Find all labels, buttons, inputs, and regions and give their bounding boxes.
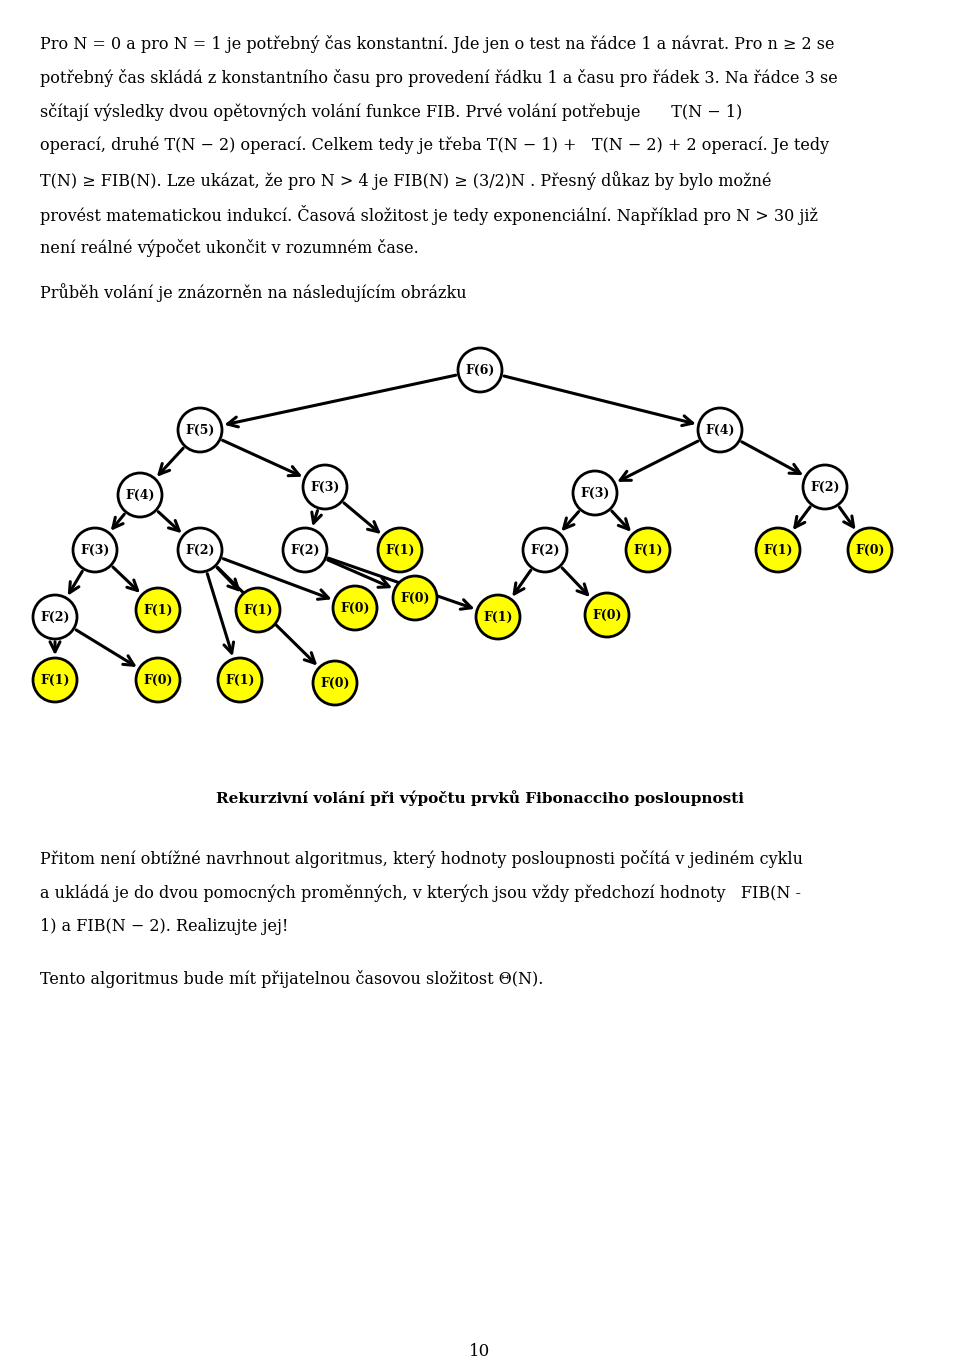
Circle shape <box>33 595 77 639</box>
Circle shape <box>393 576 437 620</box>
Text: Tento algoritmus bude mít přijatelnou časovou složitost Θ(N).: Tento algoritmus bude mít přijatelnou ča… <box>40 971 543 988</box>
Text: F(2): F(2) <box>530 543 560 557</box>
Text: F(1): F(1) <box>763 543 793 557</box>
Circle shape <box>303 465 347 509</box>
Text: operací, druhé T(N − 2) operací. Celkem tedy je třeba T(N − 1) +   T(N − 2) + 2 : operací, druhé T(N − 2) operací. Celkem … <box>40 137 829 155</box>
Text: F(1): F(1) <box>40 673 70 687</box>
Text: Rekurzivní volání při výpočtu prvků Fibonacciho posloupnosti: Rekurzivní volání při výpočtu prvků Fibo… <box>216 790 744 806</box>
Circle shape <box>136 588 180 632</box>
Text: a ukládá je do dvou pomocných proměnných, v kterých jsou vždy předchozí hodnoty : a ukládá je do dvou pomocných proměnných… <box>40 884 801 902</box>
Text: Přitom není obtížné navrhnout algoritmus, který hodnoty posloupnosti počítá v je: Přitom není obtížné navrhnout algoritmus… <box>40 850 803 868</box>
Text: F(2): F(2) <box>185 543 215 557</box>
Text: sčítají výsledky dvou opětovných volání funkce FIB. Prvé volání potřebuje      T: sčítají výsledky dvou opětovných volání … <box>40 103 742 121</box>
Circle shape <box>626 528 670 572</box>
Text: F(0): F(0) <box>340 602 370 614</box>
Circle shape <box>523 528 567 572</box>
Text: 1) a FIB(N − 2). Realizujte jej!: 1) a FIB(N − 2). Realizujte jej! <box>40 919 288 935</box>
Text: F(3): F(3) <box>310 480 340 494</box>
Circle shape <box>178 528 222 572</box>
Circle shape <box>283 528 327 572</box>
Text: F(0): F(0) <box>592 609 622 621</box>
Text: F(0): F(0) <box>321 676 349 690</box>
Text: F(0): F(0) <box>400 591 430 605</box>
Text: potřebný čas skládá z konstantního času pro provedení řádku 1 a času pro řádek 3: potřebný čas skládá z konstantního času … <box>40 69 838 86</box>
Text: 10: 10 <box>469 1344 491 1360</box>
Text: F(5): F(5) <box>185 424 215 436</box>
Circle shape <box>33 658 77 702</box>
Text: F(1): F(1) <box>483 610 513 624</box>
Circle shape <box>73 528 117 572</box>
Text: T(N) ≥ FIB(N). Lze ukázat, že pro N > 4 je FIB(N) ≥ (3/2)N . Přesný důkaz by byl: T(N) ≥ FIB(N). Lze ukázat, že pro N > 4 … <box>40 171 772 191</box>
Circle shape <box>178 409 222 452</box>
Text: provést matematickou indukcí. Časová složitost je tedy exponenciální. Například : provést matematickou indukcí. Časová slo… <box>40 206 818 225</box>
Text: F(2): F(2) <box>810 480 840 494</box>
Circle shape <box>756 528 800 572</box>
Circle shape <box>803 465 847 509</box>
Circle shape <box>458 348 502 392</box>
Circle shape <box>313 661 357 705</box>
Text: F(0): F(0) <box>143 673 173 687</box>
Circle shape <box>476 595 520 639</box>
Text: F(0): F(0) <box>855 543 885 557</box>
Text: Pro N = 0 a pro N = 1 je potřebný čas konstantní. Jde jen o test na řádce 1 a ná: Pro N = 0 a pro N = 1 je potřebný čas ko… <box>40 36 834 53</box>
Circle shape <box>236 588 280 632</box>
Text: F(4): F(4) <box>125 488 155 502</box>
Text: Průběh volání je znázorněn na následujícím obrázku: Průběh volání je znázorněn na následujíc… <box>40 282 467 302</box>
Circle shape <box>118 473 162 517</box>
Text: není reálné výpočet ukončit v rozumném čase.: není reálné výpočet ukončit v rozumném č… <box>40 239 419 256</box>
Circle shape <box>136 658 180 702</box>
Circle shape <box>848 528 892 572</box>
Text: F(3): F(3) <box>580 487 610 499</box>
Text: F(1): F(1) <box>385 543 415 557</box>
Circle shape <box>573 472 617 515</box>
Circle shape <box>698 409 742 452</box>
Text: F(1): F(1) <box>243 603 273 617</box>
Text: F(3): F(3) <box>81 543 109 557</box>
Circle shape <box>378 528 422 572</box>
Text: F(1): F(1) <box>143 603 173 617</box>
Text: F(4): F(4) <box>706 424 734 436</box>
Text: F(1): F(1) <box>226 673 254 687</box>
Circle shape <box>333 585 377 631</box>
Text: F(2): F(2) <box>290 543 320 557</box>
Circle shape <box>218 658 262 702</box>
Text: F(1): F(1) <box>634 543 662 557</box>
Text: F(2): F(2) <box>40 610 70 624</box>
Text: F(6): F(6) <box>466 363 494 377</box>
Circle shape <box>585 594 629 638</box>
